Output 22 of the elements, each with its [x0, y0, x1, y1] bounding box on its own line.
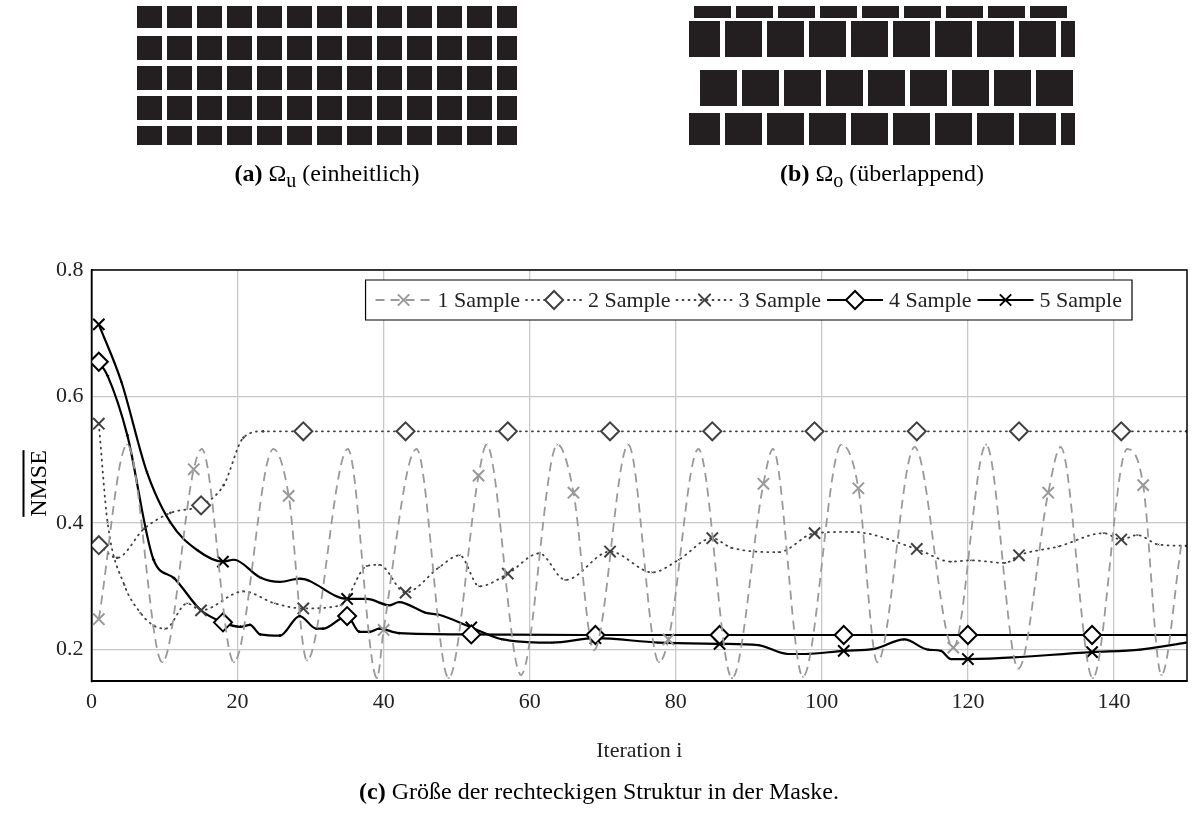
x-tick-label: 0	[86, 688, 97, 714]
legend-label: 3 Sample	[738, 286, 822, 312]
x-tick-label: 120	[951, 688, 985, 714]
text: (b) Ω$_{o}$ (überlappend)	[779, 160, 985, 192]
y-tick-label: 0.8	[56, 255, 84, 281]
x-tick-label: 100	[805, 688, 839, 714]
legend-label: 2 Sample	[588, 286, 671, 312]
y-tick-label: 0.4	[56, 508, 84, 534]
y-axis-title: NMSE	[24, 449, 52, 519]
x-tick-label: 140	[1097, 688, 1131, 714]
x-tick-label: 60	[518, 688, 541, 714]
legend-label: 5 Sample	[1039, 286, 1123, 312]
text: (a) Ω$_{u}$ (einheitlich)	[233, 160, 421, 192]
y-tick-label: 0.6	[56, 382, 84, 408]
y-tick-label: 0.2	[56, 635, 84, 661]
x-tick-label: 80	[664, 688, 687, 714]
text: (c) Größe der rechteckigen Struktur in der Maske.	[358, 778, 840, 805]
x-tick-label: 20	[226, 688, 249, 714]
legend-label: 4 Sample	[889, 286, 972, 312]
legend-label: 1 Sample	[437, 286, 521, 312]
x-axis-title: Iteration i	[596, 736, 683, 762]
x-tick-label: 40	[372, 688, 395, 714]
